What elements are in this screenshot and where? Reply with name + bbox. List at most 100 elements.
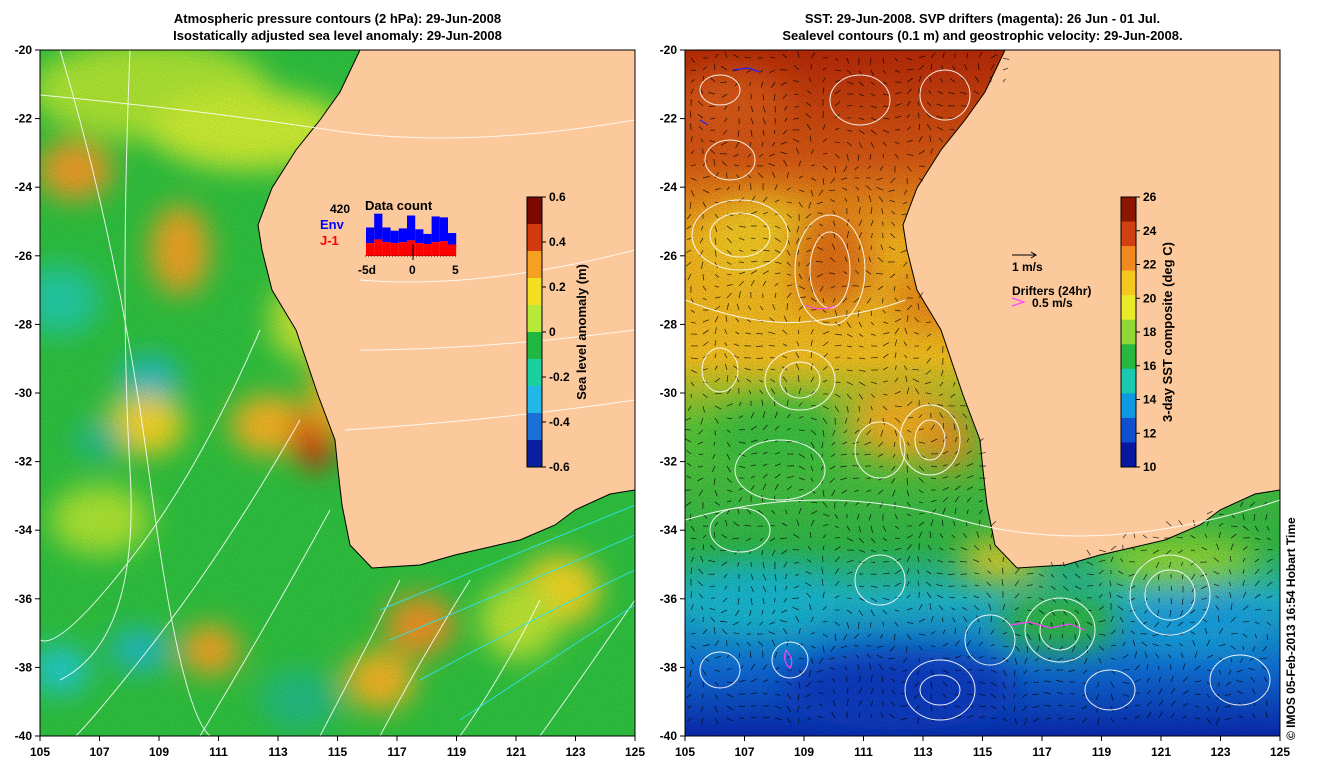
velocity-vector	[1191, 585, 1196, 593]
velocity-vector	[810, 465, 814, 472]
velocity-vector	[906, 88, 912, 95]
velocity-vector	[762, 196, 768, 203]
velocity-vector	[858, 117, 865, 121]
velocity-vector	[918, 501, 924, 504]
velocity-vector	[1002, 645, 1009, 648]
velocity-vector	[702, 368, 708, 371]
right-colorbar-band	[1121, 270, 1136, 296]
left-latitude-axis: -20-22-24-26-28-30-32-34-36-38-40	[15, 43, 40, 743]
right-colorbar-band	[1121, 246, 1136, 272]
velocity-vector	[762, 463, 768, 467]
velocity-vector	[762, 270, 770, 275]
velocity-vector	[881, 208, 884, 215]
velocity-vector	[926, 570, 932, 575]
velocity-vector	[1170, 585, 1173, 591]
velocity-vector	[906, 100, 911, 107]
velocity-vector	[712, 465, 716, 473]
velocity-vector	[906, 441, 910, 447]
left-lat-tick-label: -24	[15, 180, 33, 194]
right-lat-tick-label: -28	[660, 317, 678, 331]
velocity-vector	[732, 53, 740, 59]
velocity-vector	[810, 390, 816, 395]
velocity-vector	[822, 366, 828, 371]
velocity-vector	[822, 605, 827, 611]
velocity-vector	[725, 315, 728, 323]
left-longitude-axis: 105 107 109 111 113 115 117 119 121 123 125	[30, 736, 645, 759]
velocity-vector	[1082, 669, 1088, 675]
velocity-vector	[1014, 593, 1020, 599]
velocity-vector	[794, 573, 800, 577]
velocity-vector	[686, 449, 692, 455]
velocity-vector	[878, 196, 884, 203]
velocity-vector	[1002, 603, 1006, 611]
velocity-vector	[966, 693, 973, 696]
velocity-vector	[1036, 645, 1040, 652]
velocity-vector	[762, 585, 767, 593]
velocity-vector	[1110, 615, 1114, 623]
velocity-vector	[918, 489, 924, 494]
velocity-vector	[858, 405, 861, 412]
velocity-vector	[846, 699, 849, 707]
velocity-vector	[714, 681, 719, 686]
velocity-vector	[1206, 521, 1209, 527]
velocity-vector	[774, 184, 778, 191]
velocity-vector	[822, 87, 825, 95]
velocity-vector	[757, 641, 764, 647]
velocity-vector	[986, 592, 992, 599]
velocity-vector	[750, 597, 753, 605]
left-lon-tick-label: 119	[447, 745, 467, 759]
velocity-vector	[738, 652, 741, 659]
velocity-vector	[858, 141, 863, 149]
velocity-vector	[1170, 688, 1176, 695]
velocity-vector	[840, 453, 848, 456]
velocity-vector	[1023, 717, 1028, 725]
velocity-vector	[939, 533, 944, 539]
velocity-vector	[774, 237, 781, 243]
velocity-vector	[1002, 717, 1008, 722]
velocity-vector	[1191, 573, 1196, 580]
velocity-vector	[906, 401, 913, 407]
velocity-vector	[1254, 568, 1260, 575]
velocity-vector	[1014, 607, 1020, 611]
velocity-vector	[927, 545, 932, 551]
velocity-vector	[769, 378, 776, 383]
velocity-vector	[1122, 717, 1128, 720]
velocity-vector	[976, 531, 980, 539]
velocity-vector	[690, 79, 695, 83]
left-colorbar-band	[527, 440, 542, 468]
velocity-vector	[805, 571, 812, 575]
velocity-vector	[918, 135, 923, 143]
cyan-pressure-contours	[379, 504, 635, 721]
velocity-vector	[890, 701, 896, 707]
left-lon-tick-label: 111	[209, 745, 228, 759]
velocity-vector	[1266, 569, 1273, 575]
velocity-vector	[1044, 692, 1052, 695]
velocity-vector	[962, 413, 968, 419]
velocity-vector	[1264, 677, 1268, 683]
velocity-vector	[690, 632, 696, 635]
velocity-vector	[949, 78, 956, 83]
velocity-vector	[690, 69, 697, 71]
velocity-vector	[810, 351, 813, 359]
velocity-vector	[1038, 597, 1045, 601]
left-colorbar-tick-label: 0.2	[549, 280, 566, 294]
velocity-vector	[714, 365, 718, 371]
velocity-vector	[725, 519, 728, 527]
velocity-vector	[713, 477, 716, 485]
right-lat-tick-label: -34	[660, 523, 678, 537]
velocity-vector	[798, 628, 801, 635]
velocity-vector	[942, 496, 949, 503]
velocity-vector	[1130, 620, 1136, 623]
velocity-vector	[726, 388, 732, 395]
velocity-vector	[865, 185, 872, 191]
velocity-vector	[714, 296, 721, 299]
velocity-vector	[1062, 561, 1065, 567]
velocity-vector	[938, 393, 944, 396]
velocity-vector	[856, 513, 860, 520]
velocity-vector	[846, 525, 851, 531]
velocity-vector	[768, 162, 776, 167]
velocity-vector	[749, 609, 752, 617]
velocity-vector	[700, 261, 704, 269]
inset-env-bar	[407, 215, 416, 241]
velocity-vector	[918, 512, 925, 515]
